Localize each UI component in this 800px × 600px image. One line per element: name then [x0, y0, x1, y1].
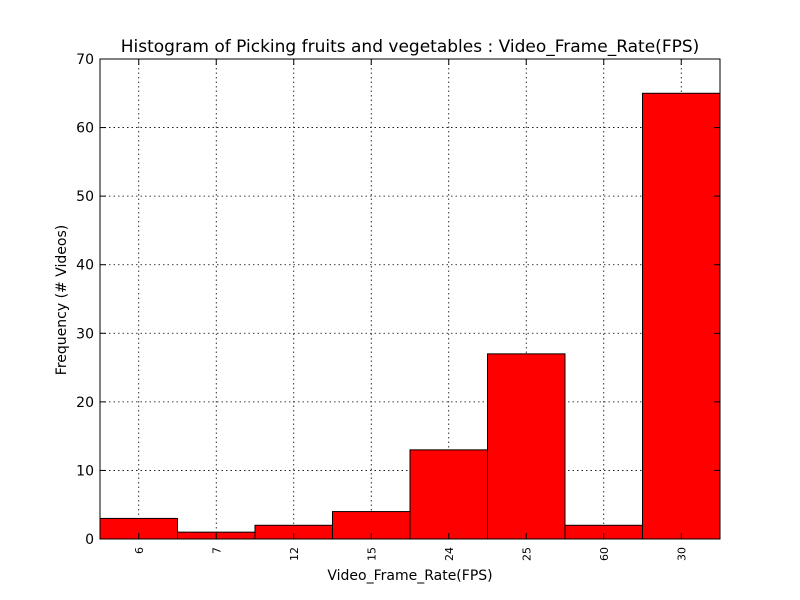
x-tick-label: 6: [133, 547, 146, 554]
y-tick-label: 0: [85, 532, 94, 548]
x-tick-labels: 6 7 12 15 24 25 60 30: [133, 547, 689, 561]
x-tick-label: 12: [288, 547, 301, 561]
bar-30: [642, 92, 721, 540]
x-tick-label: 24: [443, 547, 456, 561]
y-tick-label: 60: [76, 121, 94, 137]
bar-24: [409, 449, 488, 540]
x-tick-label: 25: [520, 547, 533, 561]
x-tick-label: 7: [210, 547, 223, 554]
x-tick-label: 15: [365, 547, 378, 561]
y-tick-label: 40: [76, 258, 94, 274]
y-tick-label: 10: [76, 463, 94, 479]
bar-25: [487, 353, 566, 540]
bars: [99, 92, 721, 540]
y-tick-label: 50: [76, 189, 94, 205]
x-tick-label: 60: [598, 547, 611, 561]
y-tick-label: 30: [76, 326, 94, 342]
y-tick-label: 20: [76, 395, 94, 411]
y-tick-label: 70: [76, 52, 94, 68]
x-axis-label: Video_Frame_Rate(FPS): [327, 568, 492, 584]
axis-ticks: [100, 58, 720, 540]
chart-title: Histogram of Picking fruits and vegetabl…: [121, 37, 700, 57]
y-axis-label: Frequency (# Videos): [54, 225, 70, 375]
y-tick-labels: 0 10 20 30 40 50 60 70: [76, 52, 94, 548]
x-tick-label: 30: [675, 547, 688, 561]
plot-frame: [99, 58, 721, 540]
